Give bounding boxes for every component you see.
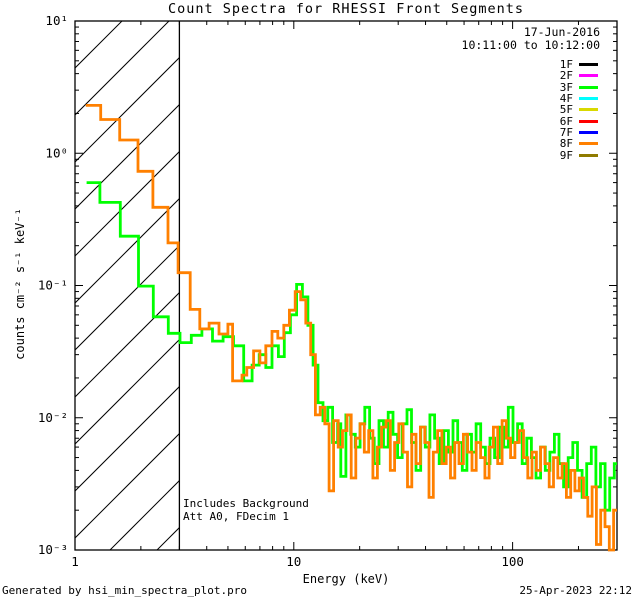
legend-item-2f: 2F <box>560 70 598 81</box>
legend-color-line <box>579 85 598 89</box>
x-tick-label: 10 <box>286 554 301 569</box>
legend-item-5f: 5F <box>560 104 598 115</box>
legend-item-label: 7F <box>559 125 573 139</box>
hatch-region <box>75 21 180 550</box>
hatch-line <box>75 56 180 163</box>
hatch-line <box>75 103 180 210</box>
observation-date: 17-Jun-2016 <box>523 25 600 39</box>
hatch-line <box>75 385 180 492</box>
y-axis-label: counts cm⁻² s⁻¹ keV⁻¹ <box>13 208 27 360</box>
y-tick-label: 10⁰ <box>45 145 68 160</box>
y-tick-label: 10¹ <box>45 13 68 28</box>
hatch-line <box>156 526 180 550</box>
legend-item-4f: 4F <box>560 93 598 104</box>
legend-color-line <box>579 74 598 78</box>
y-tick-label: 10⁻¹ <box>38 278 68 293</box>
detector-legend: 1F 2F 3F 4F 5F 6F 7F 8F 9F <box>560 59 598 161</box>
legend-item-label: 6F <box>559 114 573 128</box>
legend-item-label: 2F <box>559 69 573 83</box>
x-axis-label: Energy (keV) <box>302 572 390 586</box>
legend-item-9f: 9F <box>559 148 598 162</box>
attenuator-note: Att A0, FDecim 1 <box>183 510 289 523</box>
hatch-line <box>75 338 180 445</box>
generated-by-note: Generated by hsi_min_spectra_plot.pro <box>2 584 248 597</box>
legend-item-label: 9F <box>559 148 573 162</box>
legend-item-6f: 6F <box>559 114 598 128</box>
legend-item-label: 4F <box>559 92 573 106</box>
x-tick-label: 1 <box>71 554 79 569</box>
legend-color-line <box>579 142 598 146</box>
hatch-line <box>75 21 123 69</box>
legend-color-line <box>579 97 598 101</box>
hatch-line <box>75 21 170 116</box>
hatch-line <box>75 244 180 351</box>
legend-color-line <box>579 130 598 134</box>
legend-item-3f: 3F <box>560 82 598 93</box>
background-note: Includes Background <box>183 497 309 510</box>
legend-item-8f: 8F <box>560 138 598 149</box>
y-tick-label: 10⁻² <box>38 410 68 425</box>
legend-item-label: 1F <box>559 58 573 72</box>
series-8f-line <box>85 104 617 552</box>
legend-item-1f: 1F <box>560 59 598 70</box>
y-tick-label: 10⁻³ <box>38 542 68 557</box>
legend-color-line <box>579 153 598 157</box>
axis-ticks <box>74 20 617 551</box>
legend-color-line <box>579 63 598 67</box>
legend-item-label: 5F <box>559 103 573 117</box>
hatch-line <box>75 291 180 398</box>
legend-item-label: 3F <box>559 80 573 94</box>
legend-color-line <box>579 108 598 112</box>
legend-item-7f: 7F <box>560 127 598 138</box>
hatch-line <box>75 197 180 304</box>
hatch-line <box>109 479 180 550</box>
render-timestamp: 25-Apr-2023 22:12 <box>519 584 632 597</box>
x-tick-label: 100 <box>501 554 524 569</box>
hatch-line <box>75 150 180 257</box>
plot-title: Count Spectra for RHESSI Front Segments <box>168 1 524 17</box>
hatch-line <box>75 432 180 539</box>
observation-time-range: 10:11:00 to 10:12:00 <box>461 38 600 52</box>
legend-item-label: 8F <box>559 137 573 151</box>
legend-color-line <box>579 119 598 123</box>
